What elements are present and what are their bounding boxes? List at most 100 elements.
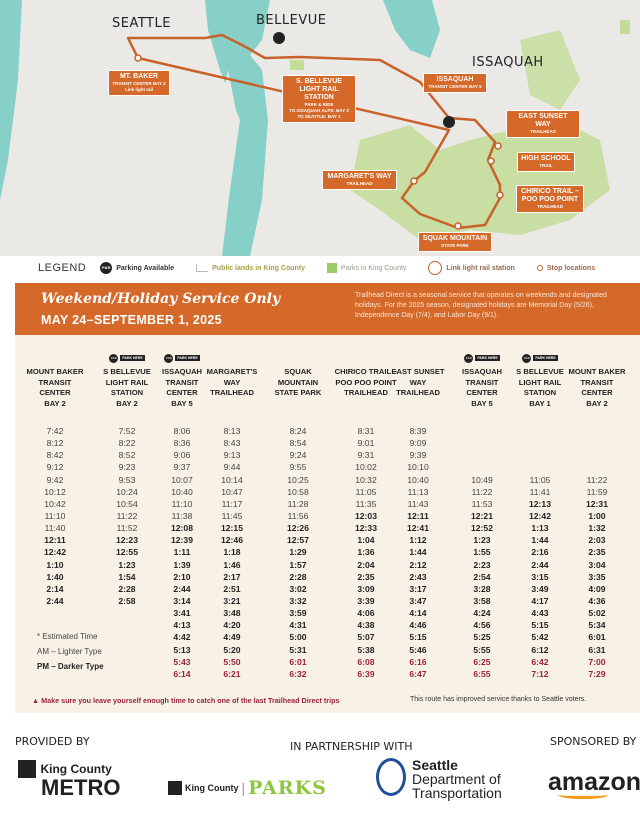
departure-time: 11:38	[171, 510, 193, 521]
header-line: TRANSIT	[38, 377, 72, 387]
departure-time: 5:15	[409, 632, 427, 643]
header-line: ISSAQUAH	[161, 367, 203, 376]
departure-time: 4:09	[588, 583, 606, 594]
departure-time: 12:03	[355, 510, 377, 521]
departure-time: 9:31	[357, 450, 375, 461]
stop-label-margarets: MARGARET'S WAY TRAILHEAD	[322, 170, 397, 190]
key-pm: PM – Darker Type	[37, 662, 104, 671]
departure-time: 3:49	[531, 583, 549, 594]
departure-time: 1:54	[118, 571, 136, 582]
departure-time: 6:39	[357, 668, 375, 679]
header-line: WAY	[223, 377, 241, 387]
departure-time: 6:55	[473, 668, 491, 679]
stop-sub: TRANSIT CENTER BAY 2	[112, 81, 166, 86]
stop-label-east-sunset: EAST SUNSET WAY TRAILHEAD	[506, 110, 580, 138]
departure-time: 4:42	[173, 632, 191, 643]
stop-sub: TRAIL	[539, 163, 553, 168]
departure-time: 9:55	[289, 462, 307, 473]
public-lands-icon	[196, 264, 209, 272]
departure-time: 8:54	[289, 438, 307, 449]
departure-time: 1:13	[531, 523, 549, 534]
city-label: SEATTLE	[112, 16, 171, 31]
departure-time: 6:31	[588, 644, 606, 655]
column-header: ISSAQUAH TRANSIT CENTER BAY 5	[447, 367, 517, 425]
header-line: POO POO POINT	[335, 377, 397, 387]
departure-time: 3:09	[357, 583, 375, 594]
stop-marker	[410, 177, 418, 185]
departure-time: 12:26	[287, 523, 309, 534]
schedule-column: EAST SUNSET WAY TRAILHEAD 8:39 9:09 9:39 10:10…	[383, 352, 453, 680]
key-am: AM – Lighter Type	[37, 647, 102, 656]
departure-time: 1:46	[223, 559, 241, 570]
schedule-column: CHIRICO TRAIL – POO POO POINT TRAILHEAD 8:3…	[331, 352, 401, 680]
departure-time: 10:12	[44, 486, 66, 497]
logo-text: King County	[40, 762, 112, 776]
departure-time: 4:13	[173, 620, 191, 631]
departure-time: 3:02	[289, 583, 307, 594]
departure-time: 12:21	[471, 510, 493, 521]
departure-time: 10:14	[221, 474, 243, 485]
park-here-badge: P&R PARK HERE	[147, 352, 217, 364]
departure-time: 2:28	[289, 571, 307, 582]
departure-time: 9:44	[223, 462, 241, 473]
departure-time: 10:32	[355, 474, 377, 485]
departure-time: 1:44	[409, 547, 427, 558]
stop-marker	[487, 157, 495, 165]
column-header: S BELLEVUE LIGHT RAIL STATION BAY 1	[505, 367, 575, 425]
departure-time: 4:17	[531, 595, 549, 606]
logo-text: PARKS	[248, 777, 327, 799]
schedule-column: P&R PARK HERE ISSAQUAH TRANSIT CENTER BAY 5 8:…	[147, 352, 217, 680]
city-label: ISSAQUAH	[472, 55, 544, 70]
park-here-label: PARK HERE	[175, 355, 200, 361]
departure-time: 8:31	[357, 426, 375, 436]
departure-time	[562, 425, 632, 437]
departure-time: 9:23	[118, 462, 136, 473]
departure-time: 5:13	[173, 644, 191, 655]
header-line: TRANSIT	[465, 377, 499, 387]
departure-time: 5:38	[357, 644, 375, 655]
departure-time: 5:00	[289, 632, 307, 643]
departure-time: 3:28	[473, 583, 491, 594]
legend-item: Link light rail station	[446, 264, 515, 272]
stop-marker	[134, 54, 142, 62]
departure-time: 9:06	[173, 450, 191, 461]
departure-time: 6:12	[531, 644, 549, 655]
header-line: BAY 2	[44, 398, 66, 408]
parking-icon: P&R	[464, 353, 474, 363]
stop-sub: STATE PARK	[441, 243, 469, 248]
departure-time: 10:49	[471, 474, 493, 485]
stop-location-icon	[536, 265, 543, 271]
departure-time: 7:29	[588, 668, 606, 679]
departure-time: 5:43	[173, 656, 191, 667]
park-here-label: PARK HERE	[475, 355, 500, 361]
city-label: BELLEVUE	[256, 13, 327, 28]
departure-time: 2:14	[46, 583, 64, 594]
departure-time: 4:36	[588, 595, 606, 606]
voters-note: This route has improved service thanks t…	[410, 696, 587, 703]
header-line: STATE PARK	[274, 388, 322, 397]
departure-time: 5:46	[409, 644, 427, 655]
departure-time: 2:23	[473, 559, 491, 570]
header-line: CENTER	[581, 388, 613, 397]
departure-time: 1:57	[289, 559, 307, 570]
departure-time: 2:17	[223, 571, 241, 582]
logo-text: METRO	[41, 775, 121, 800]
departure-time: 10:54	[116, 498, 138, 509]
header-line: S BELLEVUE	[516, 367, 564, 376]
departure-time: 3:32	[289, 595, 307, 606]
schedule-column: MOUNT BAKER TRANSIT CENTER BAY 2 7:42 8:12 8:4…	[20, 352, 90, 680]
stop-sub: PARK & RIDE	[304, 102, 334, 107]
schedule-key: * Estimated Time AM – Lighter Type PM – …	[37, 629, 104, 674]
departure-time: 3:17	[409, 583, 427, 594]
header-line: WAY	[409, 377, 427, 387]
stop-label-chirico: CHIRICO TRAIL – POO POO POINT TRAILHEAD	[516, 185, 584, 213]
departure-time: 2:43	[409, 571, 427, 582]
departure-time: 11:35	[355, 498, 377, 509]
park-here-badge: P&R PARK HERE	[505, 352, 575, 364]
departure-time: 1:36	[357, 547, 375, 558]
departure-time: 2:03	[588, 535, 606, 546]
stop-label-high-school: HIGH SCHOOL TRAIL	[517, 152, 575, 172]
header-line: BAY 2	[586, 398, 608, 408]
stop-name: EAST SUNSET WAY	[518, 113, 568, 128]
column-header: MOUNT BAKER TRANSIT CENTER BAY 2	[562, 367, 632, 425]
